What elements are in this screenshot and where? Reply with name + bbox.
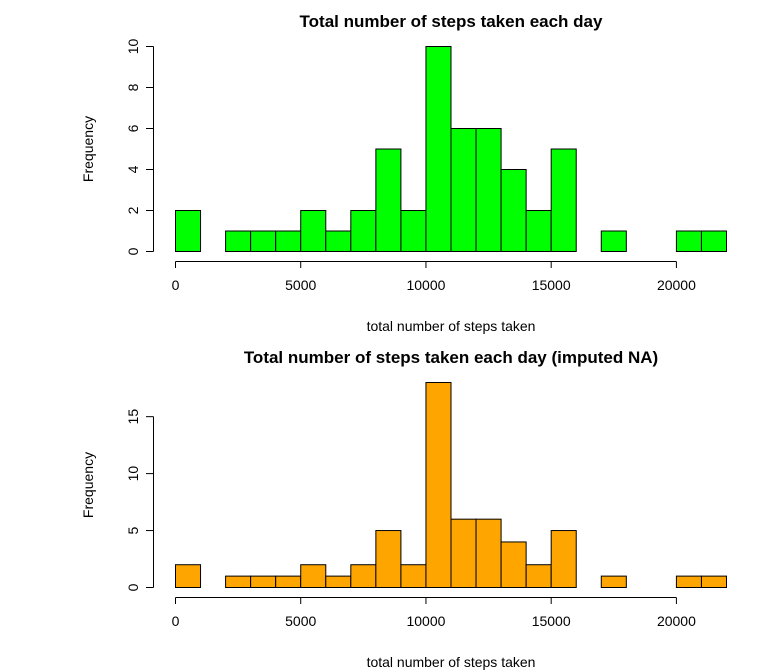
histogram-bar [250,575,277,588]
x-tick-label: 15000 [532,613,571,629]
histogram-bar [350,564,377,589]
histogram-bar [425,46,452,252]
x-axis: 0 5000 10000 15000 20000 [172,261,696,293]
y-tick-label: 4 [125,165,141,173]
histogram-bar [325,575,352,588]
histogram-panel-top: Total number of steps taken each day tot… [80,12,727,334]
x-tick-label: 0 [172,613,180,629]
histogram-bar [450,128,477,252]
y-tick-label: 8 [125,83,141,91]
histogram-bar [375,148,402,252]
y-axis: 0 5 10 15 [125,409,154,591]
y-tick-label: 2 [125,206,141,214]
x-axis-label: total number of steps taken [367,318,536,334]
histogram-bar [700,230,727,252]
histogram-bar [275,230,302,252]
histogram-bar [225,230,252,252]
histogram-panel-bottom: Total number of steps taken each day (im… [80,348,727,670]
y-tick-label: 0 [125,583,141,591]
y-axis-label: Frequency [80,116,96,182]
histogram-bar [675,230,702,252]
histogram-bar [475,518,502,589]
histogram-bar [300,210,327,252]
chart-title: Total number of steps taken each day (im… [244,348,658,367]
histogram-bar [350,210,377,252]
histogram-bar [525,564,552,589]
y-tick-label: 5 [125,526,141,534]
chart-title: Total number of steps taken each day [300,12,603,31]
y-tick-label: 15 [125,409,141,425]
x-tick-label: 20000 [657,277,696,293]
histogram-bar [475,128,502,252]
histogram-bar [700,575,727,588]
histogram-bar [300,564,327,589]
histogram-bar [175,564,202,589]
histogram-bar [325,230,352,252]
y-axis-label: Frequency [80,452,96,518]
histogram-bar [275,575,302,588]
histogram-bar [425,382,452,588]
y-axis: 0 2 4 6 8 10 [125,39,154,255]
histogram-bar [600,575,627,588]
bars [175,382,727,589]
x-tick-label: 0 [172,277,180,293]
x-tick-label: 5000 [285,613,316,629]
x-axis-label: total number of steps taken [367,654,536,670]
histogram-bar [500,541,527,589]
histogram-bar [675,575,702,588]
x-tick-label: 15000 [532,277,571,293]
y-tick-label: 0 [125,247,141,255]
histogram-bar [525,210,552,252]
histogram-bar [175,210,202,252]
histogram-bar [400,210,427,252]
x-tick-label: 20000 [657,613,696,629]
histogram-bar [500,169,527,252]
x-tick-label: 10000 [406,277,445,293]
histogram-bar [450,518,477,589]
x-tick-label: 10000 [406,613,445,629]
bars [175,46,727,252]
histogram-bar [250,230,277,252]
histogram-bar [600,230,627,252]
histogram-bar [400,564,427,589]
y-tick-label: 6 [125,124,141,132]
histogram-bar [225,575,252,588]
y-tick-label: 10 [125,466,141,482]
histogram-bar [550,148,577,252]
x-axis: 0 5000 10000 15000 20000 [172,597,696,629]
y-tick-label: 10 [125,39,141,55]
x-tick-label: 5000 [285,277,316,293]
histogram-bar [550,530,577,588]
histogram-bar [375,530,402,588]
